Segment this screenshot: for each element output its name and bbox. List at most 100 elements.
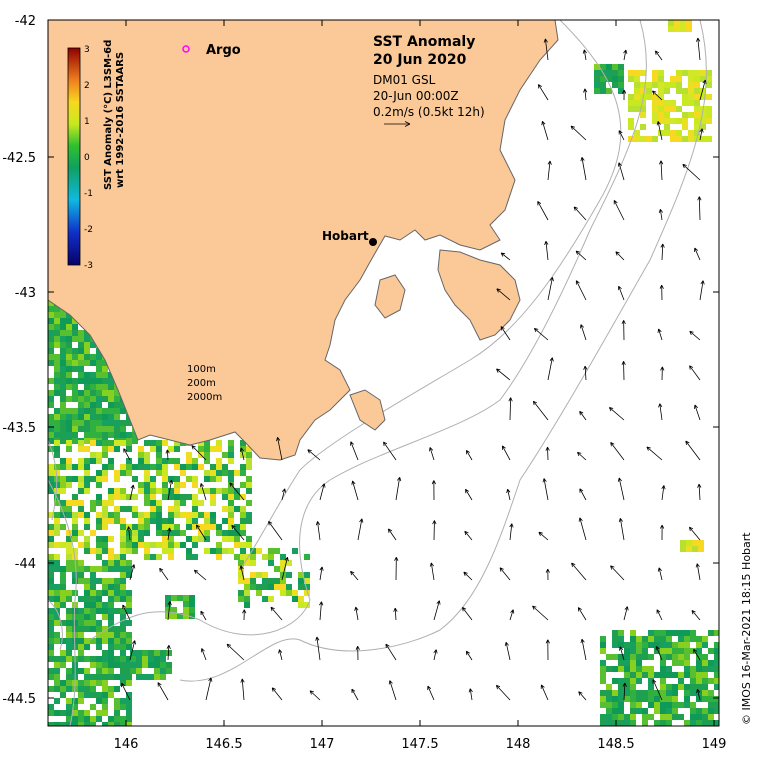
sst-pixel (168, 446, 174, 452)
sst-pixel (96, 426, 102, 432)
sst-pixel (688, 94, 694, 100)
sst-pixel (108, 674, 114, 680)
sst-pixel (686, 26, 692, 32)
sst-pixel (84, 470, 90, 476)
sst-pixel (78, 464, 84, 470)
sst-pixel (150, 476, 156, 482)
sst-pixel (698, 546, 704, 552)
colorbar-tick: 1 (84, 117, 90, 127)
sst-pixel (48, 638, 54, 644)
sst-pixel (168, 506, 174, 512)
sst-pixel (108, 446, 114, 452)
sst-pixel (634, 88, 640, 94)
sst-pixel (156, 470, 162, 476)
sst-pixel (624, 648, 630, 654)
sst-pixel (654, 702, 660, 708)
sst-pixel (78, 560, 84, 566)
current-arrow-icon (465, 650, 473, 661)
sst-pixel (222, 494, 228, 500)
current-arrow-icon (583, 88, 588, 101)
sst-pixel (90, 458, 96, 464)
sst-pixel (132, 536, 138, 542)
sst-pixel (102, 372, 108, 378)
sst-pixel (634, 70, 640, 76)
sst-pixel (96, 698, 102, 704)
sst-pixel (102, 662, 108, 668)
sst-pixel (706, 136, 712, 142)
current-arrow-icon (547, 357, 554, 381)
argo-marker-icon (182, 45, 190, 53)
sst-pixel (198, 440, 204, 446)
sst-pixel (168, 512, 174, 518)
sst-pixel (120, 638, 126, 644)
sst-pixel (696, 684, 702, 690)
sst-pixel (162, 464, 168, 470)
current-arrow-icon (499, 567, 511, 581)
sst-pixel (222, 506, 228, 512)
sst-pixel (114, 446, 120, 452)
sst-pixel (204, 548, 210, 554)
current-arrow-icon (432, 520, 437, 541)
sst-pixel (700, 112, 706, 118)
sst-pixel (90, 402, 96, 408)
sst-pixel (90, 602, 96, 608)
sst-pixel (612, 654, 618, 660)
sst-pixel (180, 482, 186, 488)
sst-pixel (48, 710, 54, 716)
sst-pixel (642, 654, 648, 660)
sst-pixel (108, 686, 114, 692)
sst-pixel (168, 458, 174, 464)
sst-pixel (246, 464, 252, 470)
sst-pixel (606, 708, 612, 714)
current-arrow-icon (689, 330, 701, 341)
sst-pixel (690, 690, 696, 696)
sst-pixel (96, 420, 102, 426)
sst-pixel (280, 578, 286, 584)
sst-pixel (652, 94, 658, 100)
sst-pixel (84, 542, 90, 548)
sst-pixel (120, 426, 126, 432)
sst-pixel (658, 94, 664, 100)
sst-pixel (150, 542, 156, 548)
sst-pixel (700, 124, 706, 130)
sst-pixel (174, 506, 180, 512)
sst-pixel (696, 666, 702, 672)
sst-pixel (156, 452, 162, 458)
sst-pixel (84, 518, 90, 524)
sst-pixel (684, 684, 690, 690)
sst-pixel (690, 666, 696, 672)
sst-pixel (714, 720, 719, 726)
sst-pixel (84, 626, 90, 632)
current-arrow-icon (575, 250, 587, 261)
sst-pixel (84, 584, 90, 590)
sst-pixel (96, 662, 102, 668)
sst-pixel (84, 402, 90, 408)
sst-pixel (60, 366, 66, 372)
sst-pixel (694, 112, 700, 118)
sst-pixel (642, 636, 648, 642)
sst-pixel (108, 560, 114, 566)
sst-pixel (630, 720, 636, 726)
sst-pixel (102, 602, 108, 608)
sst-pixel (60, 390, 66, 396)
sst-pixel (624, 666, 630, 672)
sst-pixel (48, 414, 54, 420)
sst-pixel (240, 506, 246, 512)
sst-pixel (672, 654, 678, 660)
current-arrow-icon (682, 163, 701, 181)
sst-pixel (78, 342, 84, 348)
sst-pixel (600, 64, 606, 70)
sst-pixel (78, 692, 84, 698)
sst-pixel (162, 440, 168, 446)
sst-pixel (72, 396, 78, 402)
sst-pixel (66, 318, 72, 324)
sst-pixel (171, 607, 177, 613)
sst-pixel (160, 668, 166, 674)
sst-pixel (90, 440, 96, 446)
sst-pixel (624, 684, 630, 690)
sst-pixel (612, 702, 618, 708)
sst-pixel (192, 524, 198, 530)
current-arrow-icon (239, 447, 245, 461)
sst-pixel (54, 464, 60, 470)
current-arrow-icon (571, 562, 587, 581)
